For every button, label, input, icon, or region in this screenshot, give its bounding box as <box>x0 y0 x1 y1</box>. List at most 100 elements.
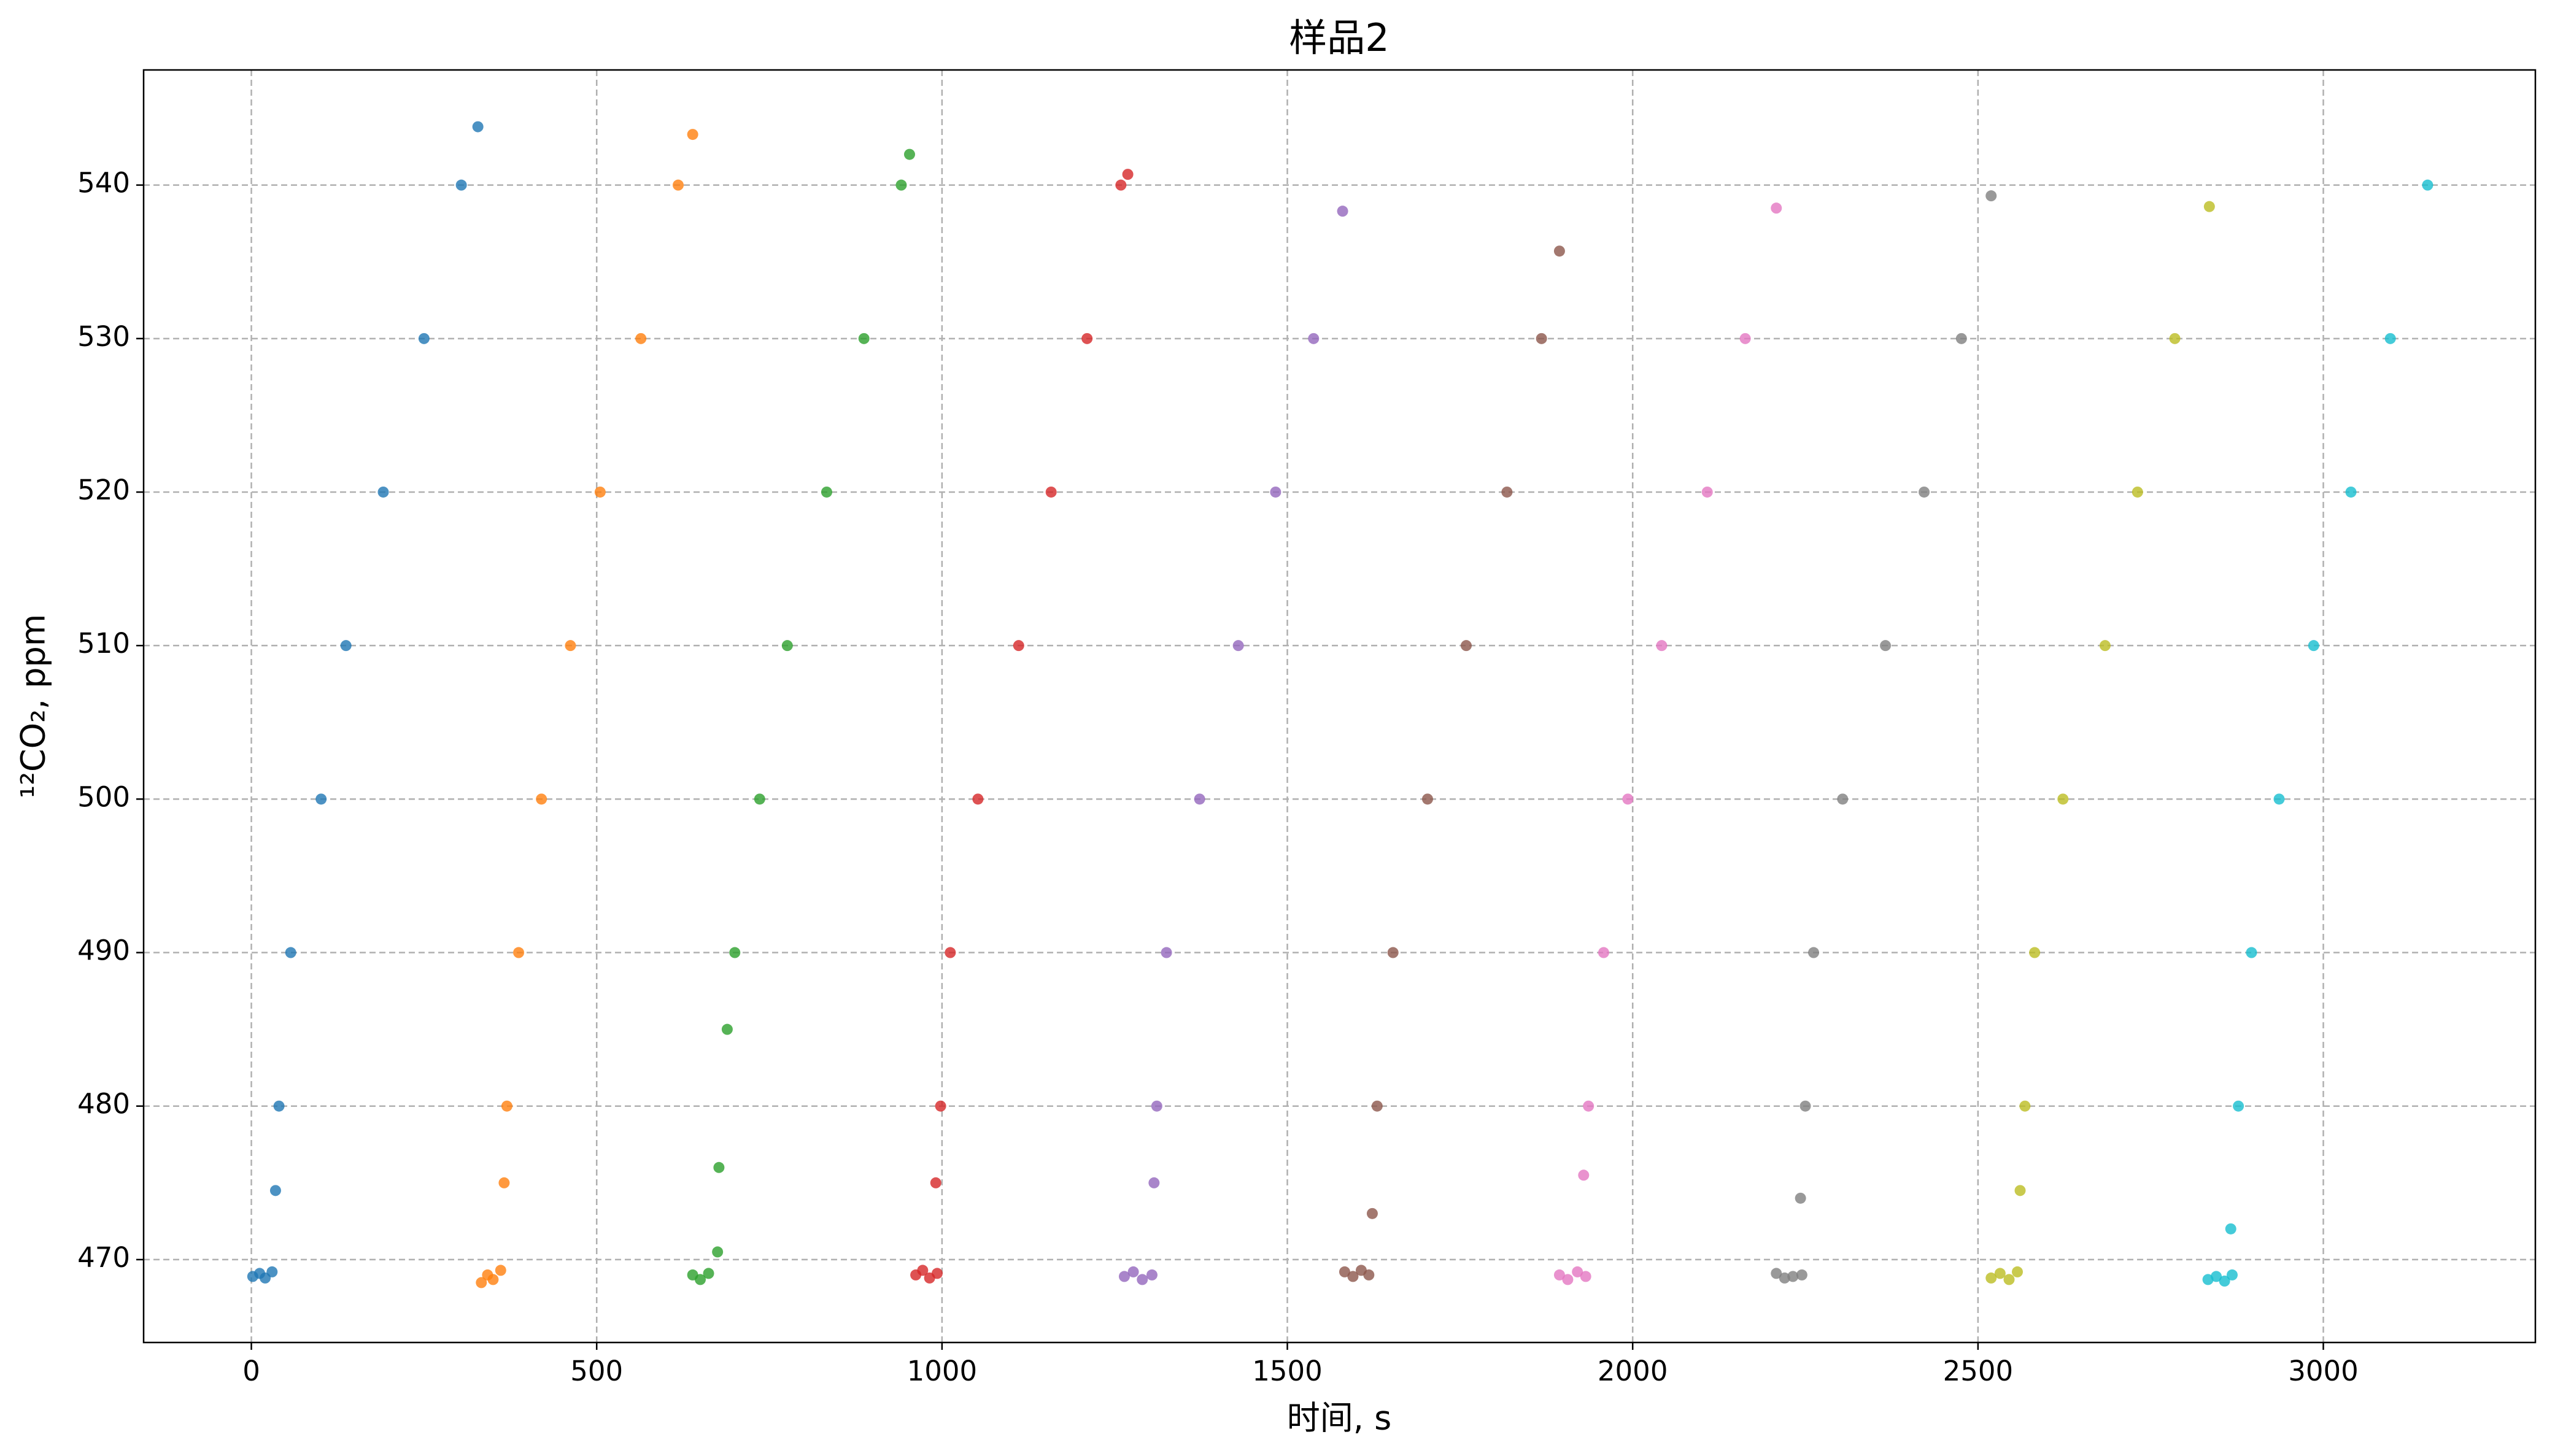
point <box>1127 1266 1139 1277</box>
point <box>972 793 984 805</box>
point <box>930 1177 941 1188</box>
point <box>917 1265 929 1276</box>
point <box>1146 1269 1158 1281</box>
y-tick-label: 500 <box>77 780 130 813</box>
point <box>1795 1192 1806 1204</box>
point <box>1562 1274 1574 1285</box>
point <box>1366 1208 1378 1219</box>
point <box>935 1100 946 1112</box>
point <box>754 793 765 805</box>
point <box>1572 1266 1583 1277</box>
point <box>1347 1271 1359 1282</box>
point <box>2211 1271 2222 1282</box>
point <box>2029 947 2041 958</box>
point <box>1787 1271 1799 1282</box>
point <box>1161 947 1172 958</box>
y-tick-label: 470 <box>77 1241 130 1274</box>
point <box>1013 640 1024 652</box>
point <box>269 1185 281 1196</box>
point <box>781 640 793 652</box>
point <box>1985 190 1997 202</box>
point <box>1387 947 1399 958</box>
point <box>476 1277 487 1288</box>
x-tick-label: 2500 <box>1943 1355 2014 1387</box>
point <box>1994 1268 2006 1279</box>
point <box>2273 793 2285 805</box>
point <box>1118 1271 1130 1282</box>
point <box>1148 1177 1160 1188</box>
point <box>1622 793 1634 805</box>
point <box>1081 333 1093 344</box>
point <box>1598 947 1609 958</box>
point <box>1583 1100 1594 1112</box>
point <box>1919 486 1930 498</box>
y-tick-label: 480 <box>77 1088 130 1120</box>
point <box>1337 206 1348 217</box>
point <box>2345 486 2357 498</box>
point <box>687 129 698 141</box>
point <box>1308 333 1320 344</box>
x-tick-label: 500 <box>570 1355 623 1387</box>
point <box>713 1161 725 1173</box>
point <box>565 640 576 652</box>
point <box>2014 1185 2026 1196</box>
point <box>455 179 467 191</box>
point <box>1122 169 1134 180</box>
y-tick-label: 540 <box>77 167 130 199</box>
point <box>266 1266 278 1277</box>
point <box>495 1265 506 1276</box>
point <box>501 1100 512 1112</box>
point <box>895 179 907 191</box>
point <box>1578 1169 1590 1181</box>
point <box>1137 1274 1148 1285</box>
plot-frame <box>142 69 2537 1344</box>
point <box>536 793 547 805</box>
point <box>703 1268 714 1279</box>
point <box>2422 179 2433 191</box>
point <box>498 1177 510 1188</box>
point <box>377 486 389 498</box>
point <box>2203 201 2215 212</box>
point <box>1808 947 1820 958</box>
point <box>931 1268 943 1279</box>
point <box>2233 1100 2244 1112</box>
point <box>1115 179 1127 191</box>
y-tick-label: 490 <box>77 934 130 967</box>
point <box>1796 1269 1807 1281</box>
point <box>1955 333 1967 344</box>
point <box>2099 640 2111 652</box>
y-tick-label: 530 <box>77 320 130 353</box>
point <box>1837 793 1849 805</box>
point <box>1799 1100 1811 1112</box>
point <box>2226 1269 2238 1281</box>
point <box>2019 1100 2031 1112</box>
y-tick-label: 510 <box>77 627 130 660</box>
point <box>2003 1274 2015 1285</box>
y-tick-label: 520 <box>77 474 130 506</box>
point <box>513 947 525 958</box>
point <box>729 947 741 958</box>
point <box>418 333 430 344</box>
point <box>2057 793 2069 805</box>
point <box>1739 333 1751 344</box>
point <box>2202 1274 2214 1285</box>
point <box>1656 640 1668 652</box>
point <box>1232 640 1244 652</box>
point <box>2308 640 2319 652</box>
point <box>1339 1266 1350 1277</box>
point <box>821 486 832 498</box>
point <box>1194 793 1205 805</box>
point <box>1553 1269 1565 1281</box>
point <box>2384 333 2396 344</box>
point <box>673 179 684 191</box>
point <box>903 148 915 160</box>
point <box>1460 640 1472 652</box>
point <box>1985 1272 1997 1284</box>
point <box>1880 640 1892 652</box>
point <box>1270 486 1281 498</box>
point <box>340 640 352 652</box>
point <box>2246 947 2257 958</box>
point <box>1371 1100 1383 1112</box>
point <box>2169 333 2181 344</box>
